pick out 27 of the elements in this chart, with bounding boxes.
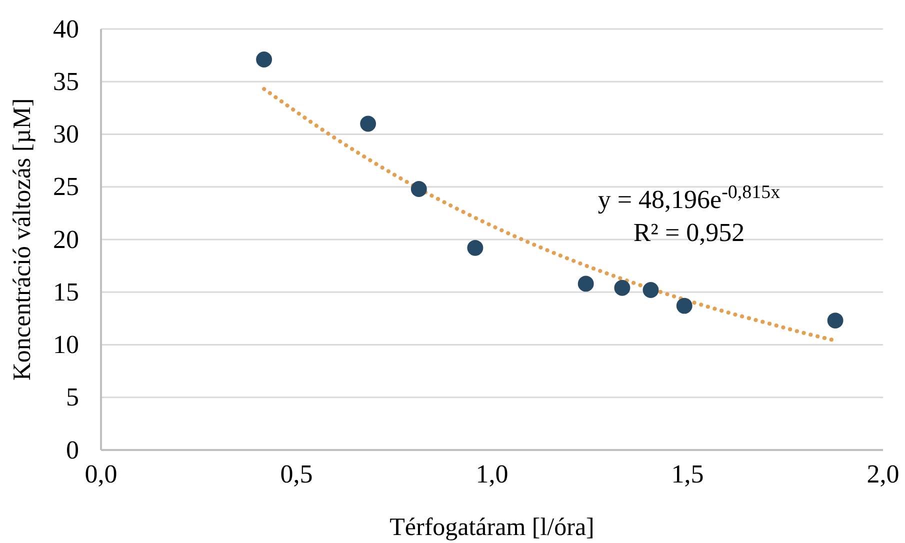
y-tick-label: 15 [53,277,79,306]
y-tick-label: 25 [53,172,79,202]
point [360,116,376,132]
y-tick-label: 30 [53,120,79,149]
point [256,52,272,68]
x-axis-title: Térfogatáram [l/óra] [390,514,594,541]
y-tick-label: 10 [53,330,79,360]
y-tick-label: 20 [53,224,79,254]
point [827,312,844,329]
point [614,280,630,296]
y-tick-label: 0 [66,435,79,464]
y-tick-label: 5 [66,382,79,412]
y-tick-label: 35 [53,66,79,96]
point [578,276,594,292]
annotation: R² = 0,952 [633,218,745,247]
x-tick-label: 1,0 [476,459,508,488]
point [467,240,484,256]
point [642,282,659,298]
annotation: y = 48,196e$^{-0,815x}$ [598,182,781,214]
x-tick-label: 1,5 [671,459,704,488]
y-tick-label: 40 [53,14,79,44]
y-axis-title: Koncentráció változás [µM] [9,98,36,381]
x-tick-label: 0,0 [84,459,118,488]
x-tick-label: 0,5 [280,459,313,488]
point [410,181,427,197]
point [676,298,692,314]
x-tick-label: 2,0 [866,459,900,488]
